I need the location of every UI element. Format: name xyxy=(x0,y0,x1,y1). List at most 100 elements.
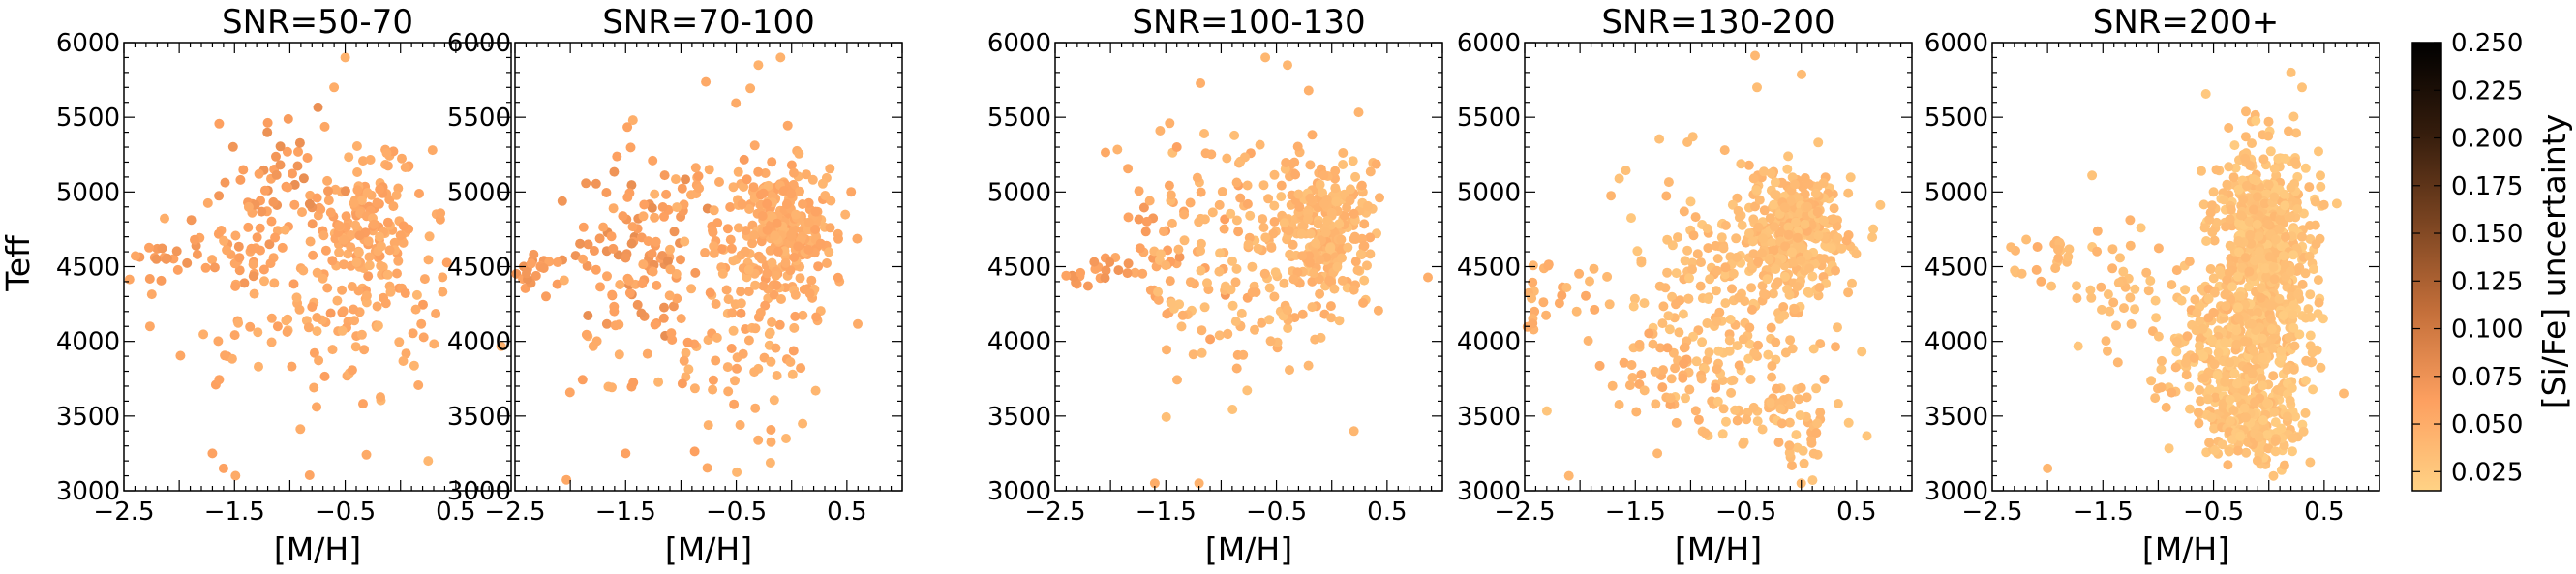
scatter-point xyxy=(2290,156,2300,166)
scatter-point xyxy=(1196,187,1206,197)
scatter-point xyxy=(340,186,350,196)
x-axis-label: [M/H] xyxy=(274,530,361,568)
scatter-point xyxy=(391,190,402,200)
scatter-point xyxy=(334,221,345,230)
y-tick-label: 5500 xyxy=(1924,104,1988,133)
scatter-point xyxy=(359,345,370,355)
scatter-point xyxy=(541,291,551,302)
panel-title: SNR=70-100 xyxy=(602,3,815,42)
scatter-point xyxy=(2107,263,2118,274)
scatter-point xyxy=(601,188,612,197)
scatter-point xyxy=(384,245,395,256)
scatter-point xyxy=(760,168,771,178)
scatter-point xyxy=(1296,228,1307,239)
scatter-point xyxy=(1303,85,1314,96)
scatter-point xyxy=(1734,360,1744,371)
scatter-point xyxy=(765,245,775,256)
scatter-point xyxy=(280,225,290,235)
scatter-point xyxy=(1657,382,1668,393)
scatter-point xyxy=(786,189,797,199)
scatter-point xyxy=(2300,268,2311,279)
y-tick-label: 5000 xyxy=(1457,178,1521,207)
scatter-point xyxy=(1670,363,1681,374)
scatter-point xyxy=(2224,267,2234,278)
scatter-point xyxy=(1784,289,1795,300)
scatter-point xyxy=(2207,200,2217,211)
y-tick-label: 4500 xyxy=(987,254,1051,283)
scatter-point xyxy=(398,356,409,366)
scatter-point xyxy=(2298,426,2309,437)
scatter-point xyxy=(496,341,506,351)
scatter-point xyxy=(2222,179,2232,190)
scatter-point xyxy=(1199,129,1209,138)
scatter-point xyxy=(803,245,814,255)
scatter-point xyxy=(2239,336,2250,347)
scatter-point xyxy=(418,332,429,343)
scatter-point xyxy=(1787,247,1797,257)
scatter-point xyxy=(1832,221,1842,231)
scatter-point xyxy=(648,266,658,277)
x-tick-label: 0.5 xyxy=(436,498,475,527)
scatter-point xyxy=(1803,287,1813,297)
scatter-point xyxy=(621,253,631,263)
scatter-point xyxy=(2279,189,2289,199)
scatter-point xyxy=(1315,179,1325,190)
scatter-point xyxy=(249,288,259,299)
scatter-point xyxy=(2151,313,2162,323)
scatter-point xyxy=(349,198,359,208)
scatter-point xyxy=(2141,267,2152,278)
scatter-point xyxy=(2107,244,2118,255)
scatter-point xyxy=(209,262,220,273)
panel-5: −2.5 −1.5 −0.5 0.5 3000 3500 4000 4500 5000 5500 6… xyxy=(1924,3,2380,568)
scatter-point xyxy=(704,165,714,175)
scatter-point xyxy=(2234,247,2244,257)
scatter-point xyxy=(156,275,167,286)
scatter-point xyxy=(322,175,333,186)
scatter-point xyxy=(2233,314,2244,323)
scatter-point xyxy=(1134,214,1144,225)
scatter-point xyxy=(853,318,863,329)
scatter-point xyxy=(1242,198,1253,209)
scatter-point xyxy=(207,448,218,459)
scatter-point xyxy=(380,298,391,309)
colorbar-tick-label: 0.100 xyxy=(2451,316,2523,345)
scatter-point xyxy=(712,218,723,228)
scatter-point xyxy=(1802,392,1812,403)
y-tick-label: 4000 xyxy=(56,328,120,357)
scatter-point xyxy=(1752,416,1763,427)
scatter-point xyxy=(1629,293,1640,304)
scatter-panels: −2.5 −1.5 −0.5 0.53000350040004500500055006… xyxy=(56,3,2380,568)
scatter-point xyxy=(2263,179,2274,190)
scatter-point xyxy=(1329,284,1340,294)
scatter-point xyxy=(291,292,302,303)
panel-title: SNR=130-200 xyxy=(1601,3,1834,42)
scatter-point xyxy=(2211,165,2222,175)
scatter-point xyxy=(2297,82,2307,93)
scatter-point xyxy=(2247,138,2257,149)
scatter-point xyxy=(202,197,213,208)
scatter-point xyxy=(578,222,589,232)
scatter-point xyxy=(677,378,687,389)
y-tick-label: 4500 xyxy=(56,254,120,283)
scatter-point xyxy=(1753,257,1764,267)
scatter-point xyxy=(1763,349,1773,360)
scatter-point xyxy=(591,336,602,347)
scatter-point xyxy=(394,337,405,347)
scatter-point xyxy=(711,355,721,366)
scatter-point xyxy=(2189,352,2199,363)
scatter-point xyxy=(1748,214,1759,225)
scatter-point xyxy=(1728,375,1739,385)
scatter-point xyxy=(1631,407,1642,417)
scatter-point xyxy=(2314,146,2323,157)
scatter-point xyxy=(1619,357,1629,368)
scatter-point xyxy=(1242,385,1253,396)
scatter-point xyxy=(2103,289,2113,300)
scatter-point xyxy=(702,463,712,473)
scatter-point xyxy=(1687,132,1698,142)
scatter-point xyxy=(307,219,318,229)
scatter-point xyxy=(1527,293,1537,304)
scatter-point xyxy=(1720,298,1731,309)
scatter-point xyxy=(2262,219,2273,229)
scatter-point xyxy=(1652,448,1663,459)
scatter-point xyxy=(1791,217,1801,227)
